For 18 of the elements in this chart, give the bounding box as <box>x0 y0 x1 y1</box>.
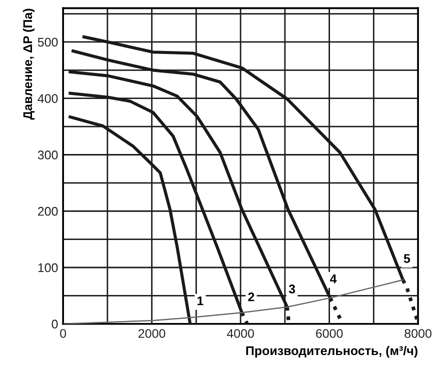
y-tick-label: 0 <box>52 320 58 329</box>
y-tick-label: 400 <box>38 94 58 104</box>
annotation: 1 <box>197 296 204 306</box>
y-tick-label: 200 <box>38 206 58 216</box>
annotation: 5 <box>404 254 410 263</box>
x-tick-label: 4000 <box>226 329 254 338</box>
x-tick-label: 6000 <box>316 329 343 338</box>
y-tick-label: 100 <box>38 263 58 272</box>
x-axis-title: Производительность, (м³/ч) <box>246 346 418 358</box>
annotation: 4 <box>330 274 337 284</box>
x-tick-label: 2000 <box>138 329 166 338</box>
annotation: 2 <box>248 292 254 302</box>
y-tick-label: 500 <box>38 38 58 47</box>
x-tick-label: 0 <box>60 329 66 338</box>
y-tick-label: 300 <box>38 150 58 160</box>
annotation: 3 <box>288 284 296 294</box>
y-axis-title: Давление, ΔP (Па) <box>22 8 35 120</box>
x-tick-label: 8000 <box>404 329 432 338</box>
